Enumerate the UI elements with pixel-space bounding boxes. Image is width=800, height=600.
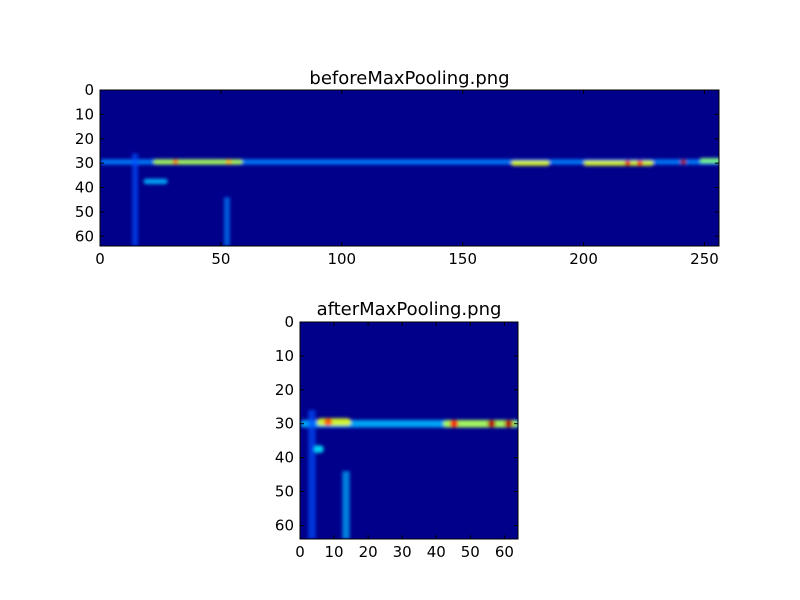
heatmap-feature: [583, 160, 654, 166]
heatmap-feature: [636, 160, 643, 166]
heatmap-feature: [100, 159, 719, 165]
x-tick-label: 0: [295, 543, 305, 561]
heatmap-feature: [317, 418, 352, 426]
x-tick-label: 10: [325, 543, 344, 561]
x-tick-label: 30: [393, 543, 412, 561]
y-tick-label: 10: [275, 347, 294, 365]
heatmap-feature: [487, 419, 496, 428]
heatmap-background: [300, 322, 518, 539]
heatmap-feature: [680, 159, 687, 165]
y-tick-label: 20: [75, 130, 94, 148]
x-tick-label: 40: [427, 543, 446, 561]
x-tick-label: 200: [569, 250, 598, 268]
y-tick-label: 20: [275, 381, 294, 399]
y-tick-label: 10: [75, 105, 94, 123]
heatmap-background: [100, 90, 719, 246]
x-tick-label: 50: [461, 543, 480, 561]
heatmap-feature: [225, 159, 232, 165]
x-tick-label: 150: [448, 250, 477, 268]
heatmap-feature: [443, 419, 518, 428]
heatmap-feature: [511, 160, 550, 166]
heatmap-feature: [313, 445, 324, 453]
heatmap-feature: [143, 178, 168, 185]
heatmap-feature: [132, 153, 138, 246]
x-tick-label: 100: [327, 250, 356, 268]
chart-title-before: beforeMaxPooling.png: [309, 68, 509, 89]
chart-title-after: afterMaxPooling.png: [317, 299, 502, 320]
y-tick-label: 40: [275, 449, 294, 467]
heatmap-feature: [504, 419, 513, 428]
heatmap-feature: [624, 160, 631, 166]
x-tick-label: 50: [211, 250, 230, 268]
axes-frame: [299, 321, 519, 540]
x-tick-label: 250: [690, 250, 719, 268]
heatmap-feature: [308, 410, 316, 539]
y-tick-label: 30: [275, 415, 294, 433]
heatmap-feature: [172, 159, 179, 165]
x-tick-label: 20: [359, 543, 378, 561]
x-tick-label: 60: [495, 543, 514, 561]
heatmap-feature: [449, 419, 459, 428]
y-tick-label: 50: [275, 483, 294, 501]
heatmap-feature: [699, 158, 719, 164]
y-tick-label: 40: [75, 179, 94, 197]
y-tick-label: 0: [284, 313, 294, 331]
heatmap-feature: [342, 471, 350, 539]
y-tick-label: 60: [275, 516, 294, 534]
y-tick-label: 30: [75, 154, 94, 172]
heatmap-feature: [323, 418, 333, 426]
axes-frame: [99, 89, 720, 247]
heatmap-feature: [224, 197, 230, 246]
heatmap-before: 0 50 100 150 200 250 0 10 20 30 40 50 60: [75, 81, 720, 268]
x-tick-label: 0: [95, 250, 105, 268]
y-tick-label: 60: [75, 227, 94, 245]
y-tick-label: 50: [75, 203, 94, 221]
y-tick-label: 0: [84, 81, 94, 99]
